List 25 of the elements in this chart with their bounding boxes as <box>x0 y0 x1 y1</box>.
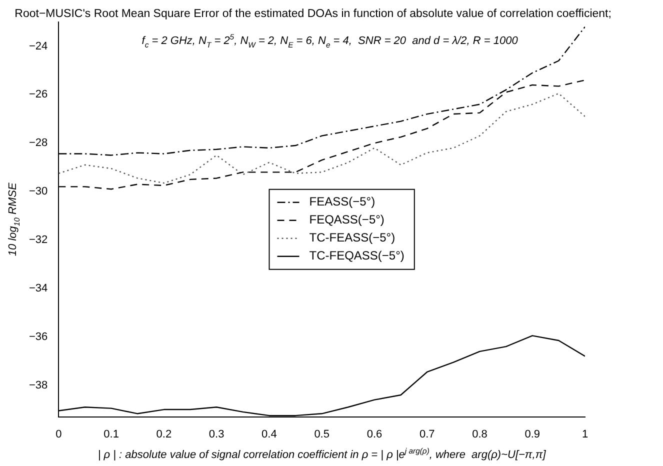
y-tick-label: −34 <box>28 282 48 294</box>
x-tick-label: 0.9 <box>524 428 540 440</box>
y-tick-label: −26 <box>28 88 48 101</box>
x-tick-label: 0.3 <box>208 428 224 440</box>
y-tick-label: −30 <box>28 186 48 198</box>
legend-label: TC-FEQASS(−5°) <box>309 248 404 263</box>
y-tick-label: −38 <box>28 379 48 392</box>
x-tick-label: 1 <box>582 428 588 440</box>
y-tick-label: −32 <box>28 234 48 246</box>
y-tick-label: −28 <box>28 137 48 150</box>
legend-label: FEQASS(−5°) <box>309 212 384 227</box>
x-tick-label: 0.4 <box>262 428 277 440</box>
x-tick-label: 0.1 <box>104 428 119 440</box>
x-tick-label: 0.8 <box>472 428 488 440</box>
x-tick-label: 0.5 <box>314 428 330 440</box>
line-series <box>58 92 585 184</box>
y-tick-label: −24 <box>28 40 48 52</box>
x-tick-label: 0.6 <box>366 428 382 440</box>
x-tick-label: 0.7 <box>419 428 435 440</box>
x-tick-label: 0 <box>56 428 62 440</box>
chart-title: Root−MUSIC's Root Mean Square Error of the estimated DOAs in function of absolute value of correlation coefficient; <box>14 8 612 20</box>
legend-label: FEASS(−5°) <box>309 194 376 209</box>
y-tick-label: −36 <box>28 330 48 343</box>
x-tick-label: 0.2 <box>156 428 172 440</box>
legend-label: TC-FEASS(−5°) <box>309 230 396 245</box>
